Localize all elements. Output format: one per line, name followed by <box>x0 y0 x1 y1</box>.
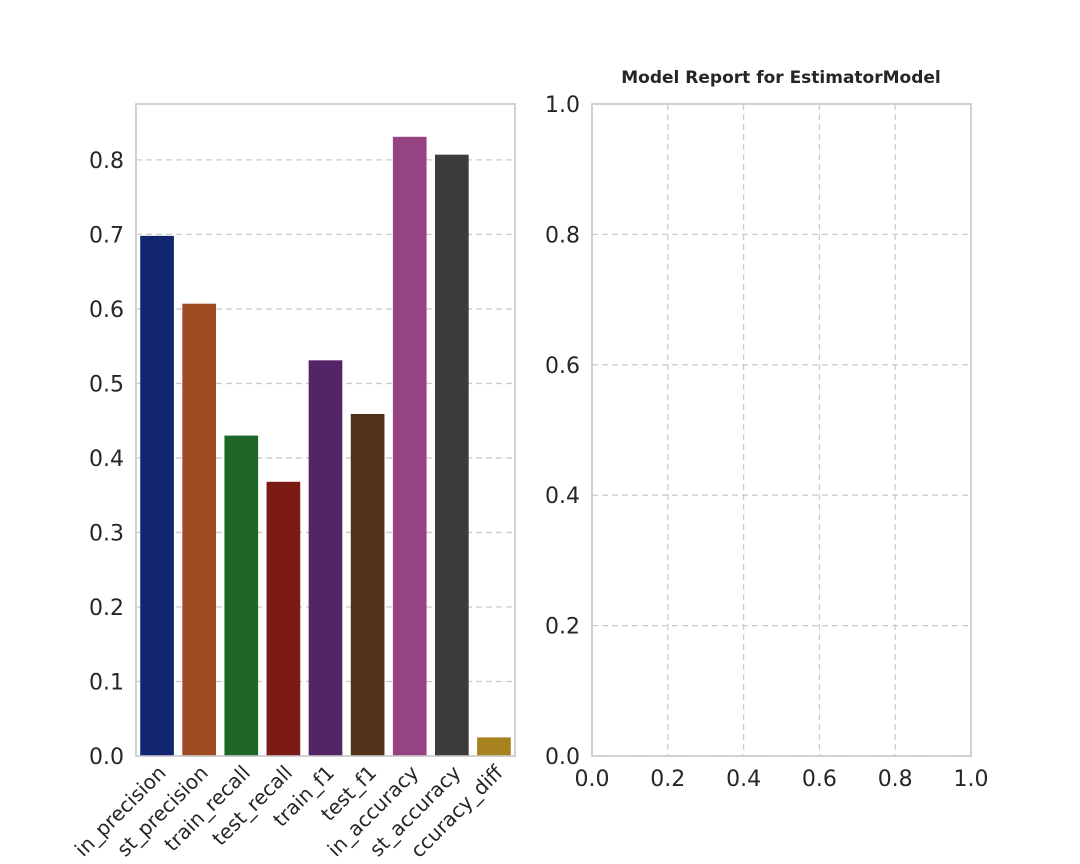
y-tick-label: 0.2 <box>545 615 580 640</box>
bar-train-f1 <box>308 360 343 756</box>
y-tick-label: 0.1 <box>89 670 124 695</box>
y-tick-label: 0.8 <box>545 223 580 248</box>
bar-chart-frame-outline <box>135 103 516 757</box>
y-tick-label: 0.0 <box>89 745 124 770</box>
empty-chart-x-tick-labels: 0.0 0.2 0.4 0.6 0.8 1.0 <box>575 767 989 792</box>
x-tick-label: 0.0 <box>575 767 610 792</box>
y-tick-label: 0.7 <box>89 223 124 248</box>
bar-chart-axes: 0.0 0.1 0.2 0.3 0.4 0.5 0.6 0.7 0.8 in_precision… <box>70 103 516 863</box>
x-tick-label: 0.4 <box>726 767 761 792</box>
y-tick-label: 0.0 <box>545 745 580 770</box>
empty-chart-y-tick-labels: 0.0 0.2 0.4 0.6 0.8 1.0 <box>545 93 580 770</box>
bar-chart-bars <box>140 136 511 757</box>
y-tick-label: 0.4 <box>89 447 124 472</box>
y-tick-label: 0.4 <box>545 484 580 509</box>
x-tick-label: 1.0 <box>954 767 989 792</box>
y-tick-label: 0.8 <box>89 149 124 174</box>
x-tick-label: 0.8 <box>878 767 913 792</box>
bar-test-precision <box>182 303 217 756</box>
bar-train-precision <box>140 235 174 757</box>
y-tick-label: 0.3 <box>89 521 124 546</box>
empty-chart-frame <box>591 103 972 757</box>
bar-test-accuracy <box>434 154 469 757</box>
empty-chart-frame-outline <box>591 103 972 757</box>
y-tick-label: 0.2 <box>89 596 124 621</box>
bar-accuracy-diff <box>477 737 511 756</box>
bar-train-accuracy <box>392 136 427 757</box>
y-tick-label: 0.6 <box>89 298 124 323</box>
y-tick-label: 0.6 <box>545 354 580 379</box>
y-tick-label: 1.0 <box>545 93 580 118</box>
bar-chart-x-tick-labels: in_precisionst_precisiontrain_recalltest… <box>70 760 508 863</box>
bar-test-f1 <box>350 413 385 756</box>
bar-train-recall <box>224 435 259 756</box>
x-tick-label: 0.2 <box>650 767 685 792</box>
empty-chart-axes: Model Report for EstimatorModel 0.00.20.… <box>545 68 989 792</box>
bar-test-recall <box>266 481 301 756</box>
y-tick-label: 0.5 <box>89 372 124 397</box>
x-tick-label: 0.6 <box>802 767 837 792</box>
chart-title: Model Report for EstimatorModel <box>621 68 941 88</box>
bar-chart-y-tick-labels: 0.0 0.1 0.2 0.3 0.4 0.5 0.6 0.7 0.8 <box>89 149 124 770</box>
